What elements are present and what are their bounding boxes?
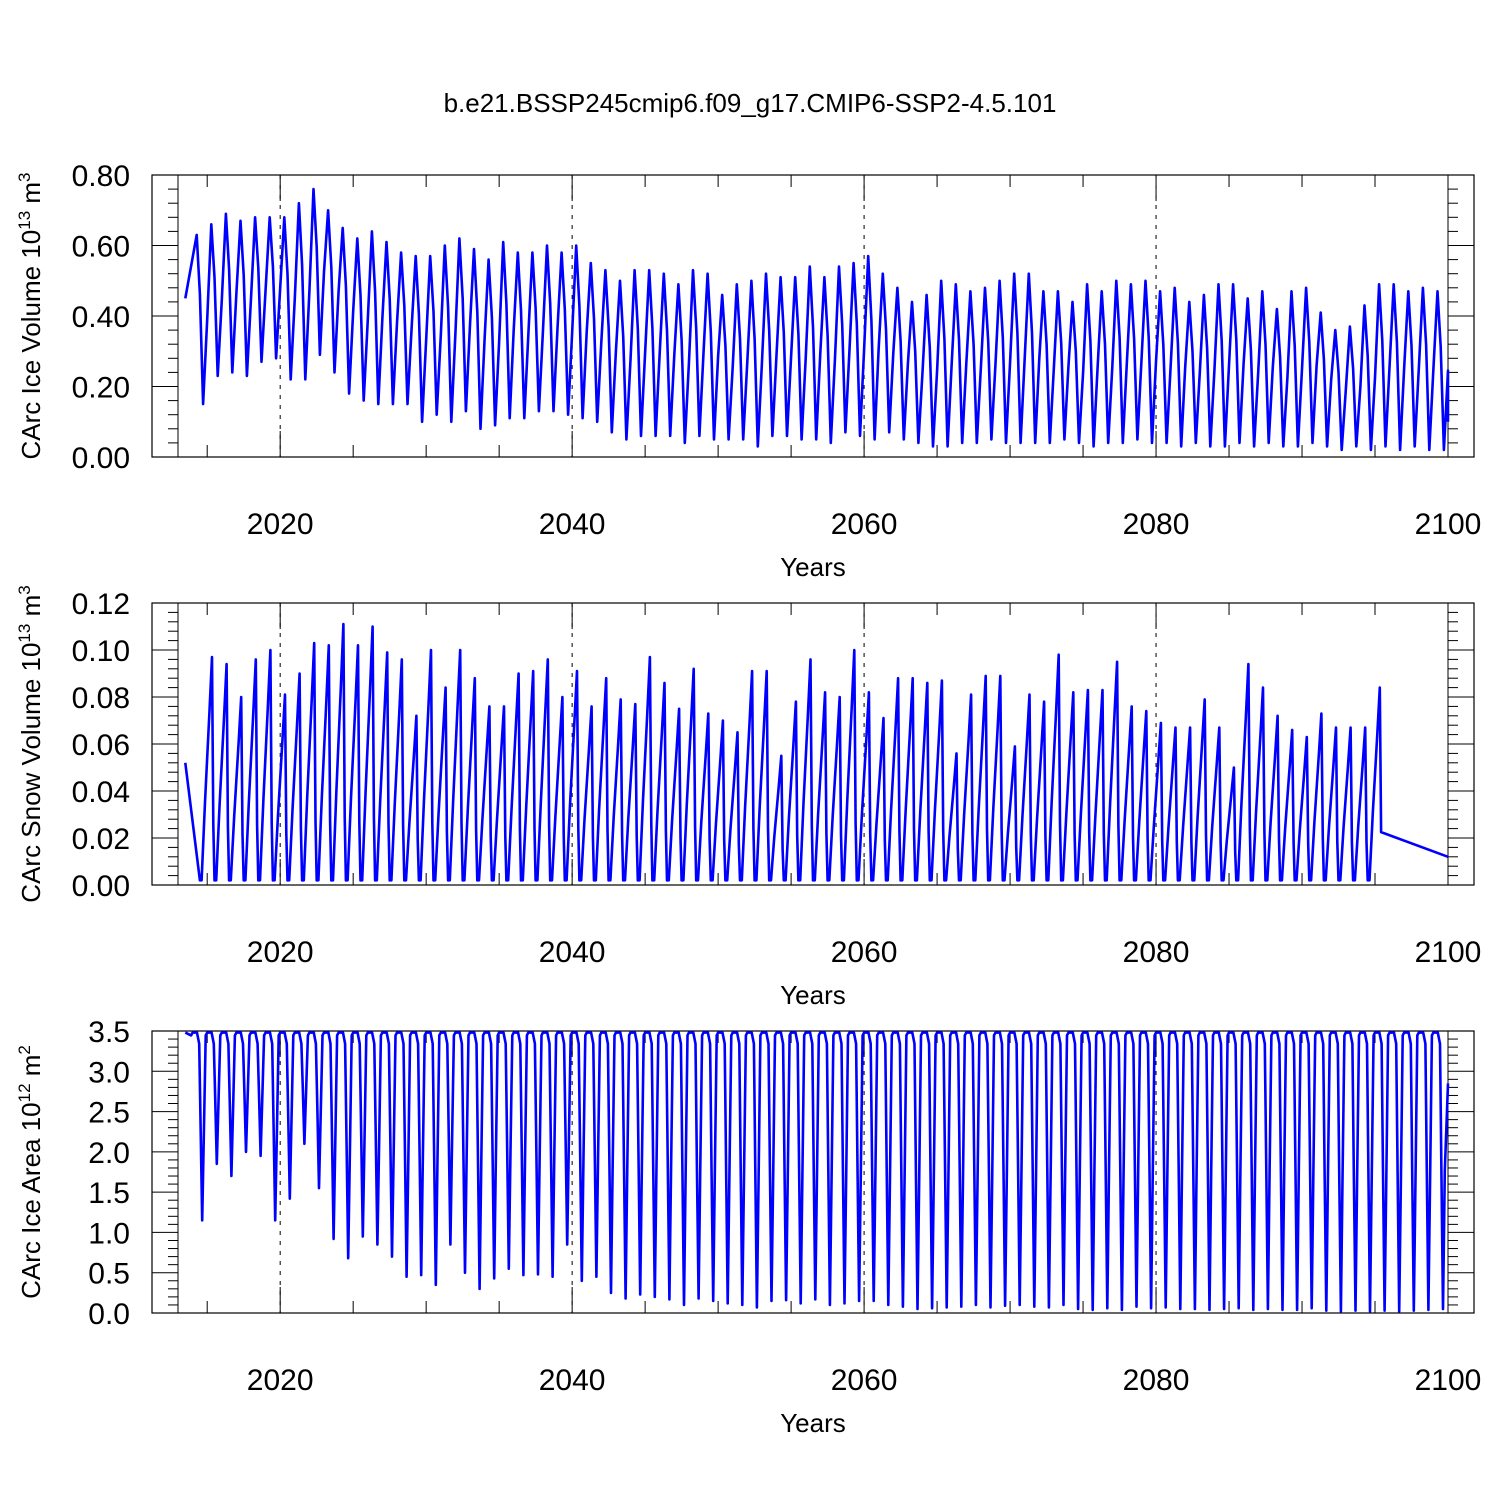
y-tick-label: 0.0 (88, 1298, 130, 1331)
x-tick-label: 2060 (831, 936, 898, 969)
x-tick-label: 2060 (831, 508, 898, 541)
y-tick-label: 3.0 (88, 1056, 130, 1089)
y-tick-label: 0.5 (88, 1258, 130, 1291)
y-tick-label: 0.00 (72, 442, 130, 475)
y-tick-label: 0.20 (72, 372, 130, 405)
x-tick-label: 2080 (1123, 508, 1190, 541)
data-series-line (184, 1031, 1450, 1313)
y-tick-label: 1.0 (88, 1217, 130, 1250)
y-tick-label: 2.0 (88, 1137, 130, 1170)
data-series-line (184, 187, 1450, 452)
y-tick-label: 0.04 (72, 776, 130, 809)
x-tick-label: 2040 (539, 936, 606, 969)
x-tick-label: 2020 (247, 1364, 314, 1397)
y-tick-label: 1.5 (88, 1177, 130, 1210)
y-axis-label: CArc Snow Volume 1013 m3 (15, 585, 46, 902)
x-tick-label: 2100 (1415, 1364, 1482, 1397)
x-tick-label: 2040 (539, 1364, 606, 1397)
x-axis-label: Years (780, 1408, 846, 1438)
y-axis-label: CArc Ice Volume 1013 m3 (15, 172, 46, 459)
y-tick-label: 0.08 (72, 682, 130, 715)
panel-1: 0.00 0.20 0.40 0.60 0.80 2020 2040 2060 2080 2100… (15, 160, 1481, 582)
panel-3: 0.0 0.5 1.0 1.5 2.0 2.5 3.0 3.5 2020 2040 2060 2080… (15, 1016, 1481, 1438)
y-tick-label: 0.80 (72, 160, 130, 193)
y-tick-label: 0.10 (72, 635, 130, 668)
x-axis-label: Years (780, 980, 846, 1010)
x-tick-label: 2080 (1123, 936, 1190, 969)
x-tick-label: 2100 (1415, 508, 1482, 541)
x-tick-label: 2060 (831, 1364, 898, 1397)
x-tick-label: 2100 (1415, 936, 1482, 969)
x-tick-label: 2020 (247, 508, 314, 541)
y-tick-label: 2.5 (88, 1097, 130, 1130)
y-tick-label: 0.00 (72, 870, 130, 903)
panels: 0.00 0.20 0.40 0.60 0.80 2020 2040 2060 2080 2100… (15, 160, 1481, 1438)
x-tick-label: 2080 (1123, 1364, 1190, 1397)
data-series-line (184, 622, 1449, 882)
panel-2: 0.00 0.02 0.04 0.06 0.08 0.10 0.12 2020 2040 2060… (15, 585, 1481, 1010)
y-tick-label: 0.02 (72, 823, 130, 856)
y-tick-label: 0.12 (72, 588, 130, 621)
x-tick-label: 2020 (247, 936, 314, 969)
y-tick-label: 0.06 (72, 729, 130, 762)
plot-frame (151, 1030, 1475, 1314)
y-tick-label: 0.60 (72, 231, 130, 264)
y-tick-label: 0.40 (72, 301, 130, 334)
y-tick-label: 3.5 (88, 1016, 130, 1049)
y-axis-label: CArc Ice Area 1012 m2 (15, 1045, 46, 1299)
x-tick-label: 2040 (539, 508, 606, 541)
figure-title: b.e21.BSSP245cmip6.f09_g17.CMIP6-SSP2-4.… (444, 88, 1057, 118)
x-axis-label: Years (780, 552, 846, 582)
